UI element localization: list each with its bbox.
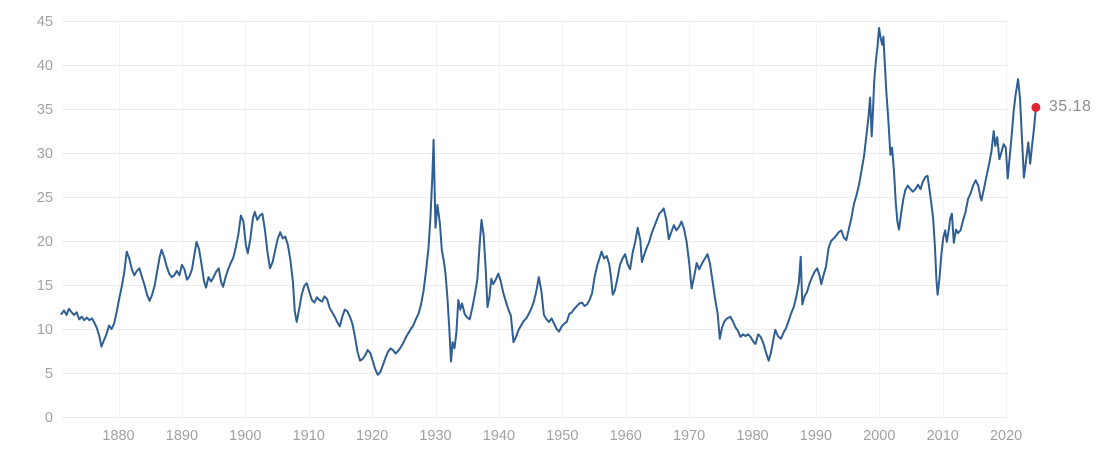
data-line [60,27,1037,376]
x-tick-label: 1970 [673,428,705,444]
y-tick-label: 40 [37,58,53,74]
y-tick-label: 45 [37,14,53,30]
last-point-dot [1031,102,1041,112]
x-tick-label: 1950 [546,428,578,444]
x-tick-label: 1890 [166,428,198,444]
y-tick-label: 20 [37,234,53,250]
y-tick-label: 30 [37,146,53,162]
x-tick-label: 2020 [990,428,1022,444]
y-tick-label: 15 [37,278,53,294]
y-tick-label: 5 [45,366,53,382]
x-tick-label: 1920 [356,428,388,444]
y-tick-label: 0 [45,410,53,426]
horizontal-gridlines [62,21,1008,418]
x-tick-label: 1990 [800,428,832,444]
x-tick-label: 1880 [102,428,134,444]
x-tick-label: 1910 [293,428,325,444]
y-tick-label: 25 [37,190,53,206]
y-axis-labels: 0 5 10 15 20 25 30 35 40 45 [37,14,53,426]
x-tick-label: 2000 [863,428,895,444]
x-tick-label: 1980 [736,428,768,444]
x-tick-label: 1940 [483,428,515,444]
x-tick-label: 1930 [419,428,451,444]
x-axis-labels: 1880 1890 1900 1910 1920 1930 1940 1950 1960 1970… [102,428,1022,444]
y-tick-label: 10 [37,322,53,338]
x-tick-label: 1900 [229,428,261,444]
x-tick-label: 2010 [927,428,959,444]
y-tick-label: 35 [37,102,53,118]
last-value-label: 35.18 [1048,98,1092,116]
x-tick-label: 1960 [610,428,642,444]
